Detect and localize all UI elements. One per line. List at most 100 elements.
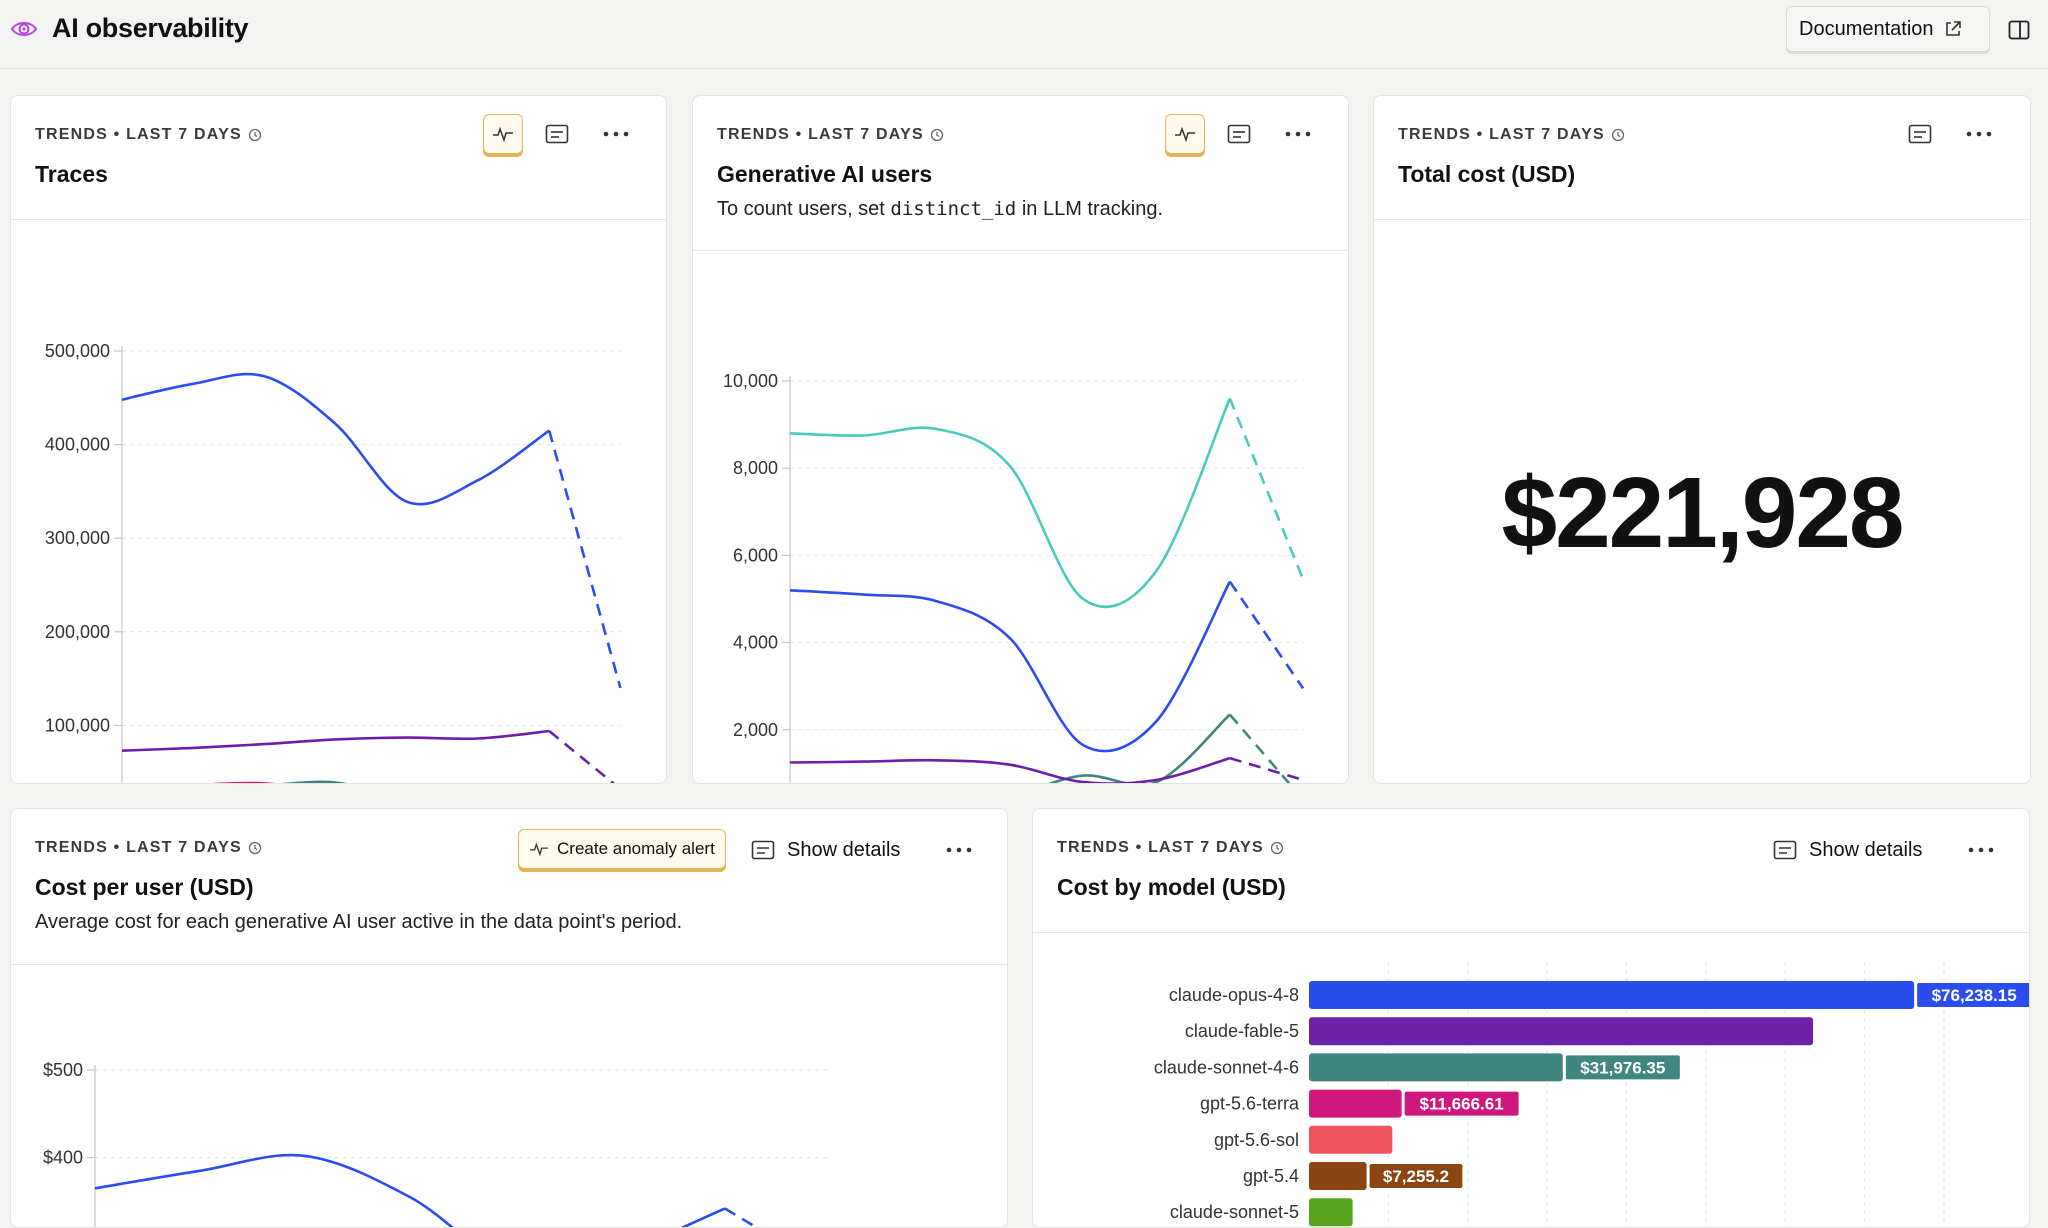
more-options-button[interactable]	[596, 114, 636, 154]
bar	[1309, 1198, 1353, 1227]
y-tick-label: 500,000	[45, 341, 110, 361]
card-title: Total cost (USD)	[1398, 161, 1576, 187]
more-icon	[946, 847, 972, 853]
distinct-id-code: distinct_id	[890, 198, 1017, 220]
external-link-icon	[1945, 21, 1961, 36]
series-line	[789, 397, 1231, 609]
card-subtitle: Average cost for each generative AI user…	[35, 911, 683, 933]
bar-category-label: claude-sonnet-4-6	[1154, 1057, 1299, 1077]
series-line	[211, 781, 276, 783]
card-header: TRENDS • LAST 7 DAYS Traces	[11, 96, 666, 220]
show-details-button[interactable]	[1900, 114, 1940, 154]
cost-per-user-card: TRENDS • LAST 7 DAYS Cost per user (USD)…	[10, 808, 1008, 1228]
bar-value-label: $7,255.2	[1383, 1167, 1449, 1186]
card-header: TRENDS • LAST 7 DAYS Generative AI users…	[693, 96, 1348, 251]
series-line-dashed	[548, 730, 616, 783]
traces-card: TRENDS • LAST 7 DAYS Traces 0100,000200,…	[10, 95, 667, 784]
cost-per-user-chart: $300$400$500	[43, 1060, 830, 1227]
more-options-button[interactable]	[1959, 114, 1999, 154]
card-subtitle: To count users, set distinct_id in LLM t…	[717, 198, 1163, 220]
y-tick-label: 10,000	[723, 371, 778, 391]
anomaly-alert-button[interactable]	[1165, 114, 1205, 154]
bar	[1309, 1162, 1367, 1190]
bar	[1309, 1017, 1814, 1046]
bar-value-label: $11,666.61	[1420, 1095, 1504, 1114]
series-line-dashed	[1228, 713, 1291, 783]
series-line	[789, 580, 1231, 753]
card-eyebrow: TRENDS • LAST 7 DAYS	[1057, 839, 1284, 857]
documentation-label: Documentation	[1799, 17, 1934, 40]
more-options-button[interactable]	[1961, 830, 2001, 870]
pulse-icon	[530, 842, 548, 857]
series-line	[121, 729, 550, 752]
details-icon	[1227, 124, 1251, 144]
more-icon	[1968, 847, 1994, 853]
card-title: Traces	[35, 161, 108, 187]
card-title: Generative AI users	[717, 161, 933, 187]
create-anomaly-alert-button[interactable]: Create anomaly alert	[518, 829, 726, 869]
pulse-icon	[493, 126, 513, 143]
page-title: AI observability	[52, 13, 249, 43]
bar-category-label: gpt-5.4	[1243, 1166, 1299, 1186]
show-details-button[interactable]: Show details	[751, 830, 900, 870]
bar-category-label: claude-fable-5	[1185, 1021, 1299, 1041]
observability-eye-icon	[10, 22, 38, 36]
clock-icon	[248, 841, 261, 855]
more-icon	[1285, 131, 1311, 137]
details-icon	[545, 124, 569, 144]
top-bar: AI observability Documentation	[0, 0, 2048, 69]
show-details-label: Show details	[787, 838, 901, 861]
series-line	[94, 1153, 726, 1227]
clock-icon	[1611, 128, 1624, 142]
series-line-dashed	[724, 1207, 759, 1227]
bar	[1309, 981, 1915, 1009]
bar	[1309, 1089, 1402, 1118]
total-cost-value: $221,928	[1501, 457, 1904, 569]
bar-category-label: claude-sonnet-5	[1170, 1202, 1299, 1222]
more-options-button[interactable]	[1278, 114, 1318, 154]
bar-value-label-bg	[1563, 1053, 1682, 1082]
y-tick-label: 8,000	[733, 458, 778, 478]
bar-value-label: $76,238.15	[1932, 986, 2017, 1005]
traces-chart: 0100,000200,000300,000400,000500,000Jul …	[45, 341, 622, 783]
details-icon	[1908, 124, 1932, 144]
y-tick-label: 4,000	[733, 633, 778, 653]
show-details-button[interactable]	[1219, 114, 1259, 154]
y-tick-label: 400,000	[45, 435, 110, 455]
card-eyebrow: TRENDS • LAST 7 DAYS	[35, 126, 262, 144]
y-tick-label: 2,000	[733, 720, 778, 740]
documentation-button[interactable]: Documentation	[1786, 6, 1990, 52]
show-details-button[interactable]	[537, 114, 577, 154]
bar-category-label: claude-opus-4-8	[1169, 985, 1299, 1005]
bar-value-label-bg	[1915, 981, 2029, 1009]
cost-by-model-card: TRENDS • LAST 7 DAYS Cost by model (USD)…	[1032, 808, 2030, 1228]
card-header: TRENDS • LAST 7 DAYS Cost by model (USD)…	[1033, 809, 2029, 933]
card-title: Cost by model (USD)	[1057, 874, 1286, 900]
bar	[1309, 1053, 1563, 1082]
side-panel-toggle-icon[interactable]	[2008, 20, 2030, 40]
details-icon	[751, 840, 775, 860]
card-eyebrow: TRENDS • LAST 7 DAYS	[717, 126, 944, 144]
show-details-button[interactable]: Show details	[1773, 830, 1922, 870]
y-tick-label: 6,000	[733, 545, 778, 565]
y-tick-label: $400	[43, 1148, 83, 1168]
cost-by-model-chart: claude-opus-4-8 $76,238.15 claude-fable-5 c…	[1154, 962, 2029, 1227]
total-cost-card: TRENDS • LAST 7 DAYS Total cost (USD) $2…	[1373, 95, 2031, 784]
card-eyebrow: TRENDS • LAST 7 DAYS	[1398, 126, 1625, 144]
show-details-label: Show details	[1809, 838, 1923, 861]
more-icon	[603, 131, 629, 137]
create-anomaly-alert-label: Create anomaly alert	[557, 839, 715, 858]
bar-category-label: gpt-5.6-terra	[1200, 1094, 1300, 1114]
bar-category-label: gpt-5.6-sol	[1214, 1130, 1299, 1150]
bar-value-label-bg	[1402, 1089, 1521, 1118]
anomaly-alert-button[interactable]	[483, 114, 523, 154]
series-line	[1048, 713, 1231, 783]
more-options-button[interactable]	[939, 830, 979, 870]
series-line-dashed	[1229, 756, 1304, 782]
y-tick-label: 300,000	[45, 528, 110, 548]
y-tick-label: 100,000	[45, 715, 110, 735]
series-line-dashed	[1228, 580, 1305, 690]
card-header: TRENDS • LAST 7 DAYS Total cost (USD)	[1374, 96, 2030, 220]
bar-value-label: $31,976.35	[1580, 1058, 1665, 1077]
generative-ai-users-card: TRENDS • LAST 7 DAYS Generative AI users…	[692, 95, 1349, 784]
